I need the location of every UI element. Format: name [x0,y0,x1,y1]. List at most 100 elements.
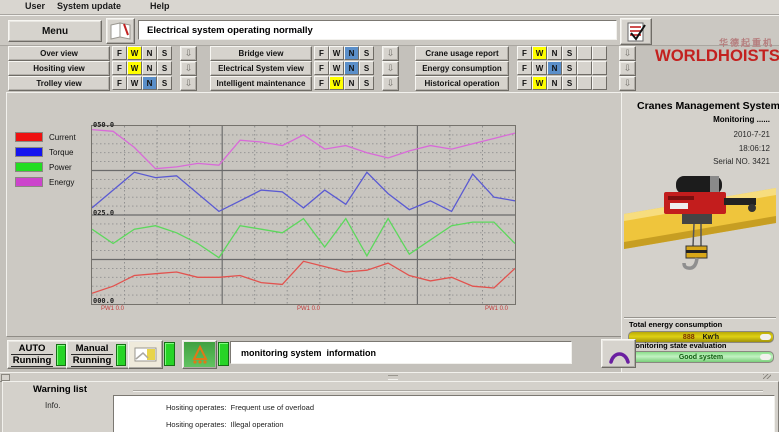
nav-button-energy-consumption[interactable]: Energy consumption [415,61,509,76]
menubar-item-help[interactable]: Help [150,1,170,11]
nav-button-electrical-system-view[interactable]: Electrical System view [210,61,312,76]
indicator-cell-s: S [562,61,577,75]
chart-footer-label: PW1 0.0 [297,306,321,312]
nav-button-intelligent-maintenance[interactable]: Intelligent maintenance [210,76,312,91]
indicator-cell-blank [592,61,607,75]
indicator-cell-n: N [547,76,562,90]
legend-swatch [15,147,43,157]
indicator-cell-n: N [344,46,359,60]
splitter-handle-left[interactable] [1,374,10,381]
manual-running-button[interactable]: Manual Running [66,340,131,369]
indicator-cell-s: S [562,46,577,60]
auto-running-led [56,343,66,366]
monitoring-info-field[interactable]: monitoring system information [230,341,572,364]
indicator-cell-w: W [532,61,547,75]
gauge-cap [760,334,771,340]
splitter-mark [388,375,398,380]
divider [624,317,776,319]
nav-button-crane-usage-report[interactable]: Crane usage report [415,46,509,61]
open-view-button[interactable]: ⇩ [619,76,636,91]
indicator-cell-w: W [329,61,344,75]
trend-chart [91,125,516,305]
down-arrow-icon: ⇩ [386,78,395,88]
open-view-button[interactable]: ⇩ [180,61,197,76]
legend-swatch [15,132,43,142]
menubar-item-user[interactable]: User [25,1,46,11]
indicator-cell-w: W [532,46,547,60]
snapshot-led [164,342,175,366]
warning-item: Hositing operates: Illegal operation [166,420,284,429]
alarm-mute-button[interactable] [601,339,636,368]
energy-unit: Kw'h [702,333,720,341]
legend-item: Current [15,132,76,142]
derrick-icon [191,344,208,364]
nav-button-hositing-view[interactable]: Hositing view [8,61,110,76]
open-view-button[interactable]: ⇩ [619,46,636,61]
snapshot-button[interactable] [128,340,163,369]
indicator-cell-f: F [517,76,532,90]
logbook-button[interactable] [106,18,135,44]
open-view-button[interactable]: ⇩ [180,76,197,91]
nav-button-trolley-view[interactable]: Trolley view [8,76,110,91]
indicator-cell-w: W [127,46,142,60]
indicator-cell-n: N [142,61,157,75]
resize-grip-icon[interactable] [763,374,771,379]
indicator-cell-w: W [329,76,344,90]
indicator-cell-n: N [344,76,359,90]
report-button[interactable] [620,18,652,45]
indicator-cell-s: S [359,61,374,75]
hoist-control-button[interactable] [182,340,217,369]
gauge-cap [760,354,771,360]
indicator-cell-f: F [112,46,127,60]
open-view-button[interactable]: ⇩ [180,46,197,61]
legend-item: Power [15,162,72,172]
energy-value: 888 [682,333,695,341]
nav-button-over-view[interactable]: Over view [8,46,110,61]
nav-button-bridge-view[interactable]: Bridge view [210,46,312,61]
menubar-item-system-update[interactable]: System update [57,1,122,11]
right-info-panel: Cranes Management System Monitoring ....… [621,92,779,373]
indicator-cell-f: F [517,46,532,60]
indicator-cell-n: N [142,76,157,90]
serial-number: Serial NO. 3421 [713,157,770,166]
manual-label-line1: Manual [71,343,113,355]
energy-section-label: Total energy consumption [629,320,723,329]
warning-panel: Warning list Info. Hositing operates: Fr… [2,381,779,432]
arc-icon [608,351,630,364]
legend-item: Torque [15,147,73,157]
divider [133,390,763,392]
evaluation-section-label: Monitoring state evaluation [629,341,727,350]
open-view-button[interactable]: ⇩ [619,61,636,76]
legend-label: Current [49,132,76,142]
indicator-cell-s: S [157,61,172,75]
indicator-cell-w: W [127,61,142,75]
indicator-cell-blank [577,46,592,60]
date-value: 2010-7-21 [733,130,770,139]
indicator-cell-f: F [112,61,127,75]
nav-button-historical-operation[interactable]: Historical operation [415,76,509,91]
auto-label-line2: Running [11,354,53,367]
evaluation-gauge: Good system [628,351,774,363]
indicator-cell-f: F [112,76,127,90]
warning-list-title: Warning list [33,384,88,395]
book-icon [110,22,131,40]
toolbar: Menu Electrical system operating normall… [0,15,779,46]
brand-cjk-text: 华德起重机 [718,38,774,48]
down-arrow-icon: ⇩ [184,78,193,88]
open-view-button[interactable]: ⇩ [382,76,399,91]
system-status-field[interactable]: Electrical system operating normally [138,20,617,40]
open-view-button[interactable]: ⇩ [382,46,399,61]
system-status-text: Electrical system operating normally [147,24,313,36]
legend-item: Energy [15,177,74,187]
down-arrow-icon: ⇩ [386,48,395,58]
auto-running-button[interactable]: AUTO Running [7,340,70,369]
y-tick-bottom: 000.0 [93,297,115,305]
legend-label: Energy [49,177,75,187]
evaluation-value: Good system [678,353,724,361]
indicator-cell-blank [592,76,607,90]
indicator-cell-w: W [127,76,142,90]
warning-side-label: Info. [45,401,61,410]
open-view-button[interactable]: ⇩ [382,61,399,76]
menu-button[interactable]: Menu [8,20,102,42]
